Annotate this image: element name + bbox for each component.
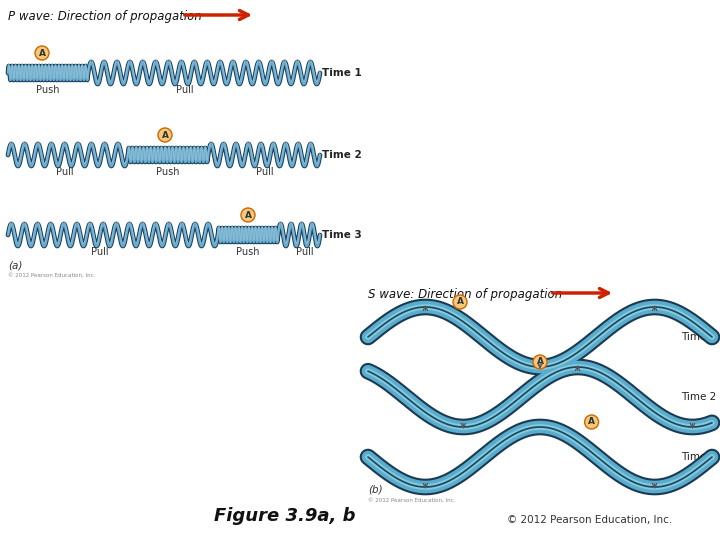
Text: (b): (b)	[368, 485, 382, 495]
Circle shape	[585, 415, 598, 429]
Text: © 2012 Pearson Education, Inc.: © 2012 Pearson Education, Inc.	[8, 273, 95, 278]
Text: (a): (a)	[8, 260, 22, 270]
Text: Time 3: Time 3	[680, 452, 716, 462]
Text: A: A	[536, 357, 544, 367]
Text: Push: Push	[236, 247, 260, 257]
Text: P wave: Direction of propagation: P wave: Direction of propagation	[8, 10, 202, 23]
Text: Push: Push	[156, 167, 180, 177]
Text: Time 3: Time 3	[322, 230, 361, 240]
Circle shape	[453, 295, 467, 309]
Text: Time 2: Time 2	[322, 150, 361, 160]
Text: A: A	[245, 211, 251, 219]
Text: A: A	[161, 131, 168, 139]
Text: Pull: Pull	[176, 85, 194, 95]
Circle shape	[158, 128, 172, 142]
Text: A: A	[456, 298, 464, 307]
Text: Time 1: Time 1	[680, 332, 716, 342]
Text: A: A	[38, 49, 45, 57]
Circle shape	[35, 46, 49, 60]
Text: Pull: Pull	[91, 247, 109, 257]
Text: Pull: Pull	[256, 167, 274, 177]
Text: A: A	[588, 417, 595, 427]
Circle shape	[533, 355, 547, 369]
Circle shape	[241, 208, 255, 222]
Text: Push: Push	[36, 85, 60, 95]
Text: Pull: Pull	[56, 167, 74, 177]
Text: Figure 3.9a, b: Figure 3.9a, b	[215, 507, 356, 525]
Text: S wave: Direction of propagation: S wave: Direction of propagation	[368, 288, 562, 301]
Text: © 2012 Pearson Education, Inc.: © 2012 Pearson Education, Inc.	[508, 515, 672, 525]
Text: Time 1: Time 1	[322, 68, 361, 78]
Text: Pull: Pull	[296, 247, 314, 257]
Text: © 2012 Pearson Education, Inc.: © 2012 Pearson Education, Inc.	[368, 498, 455, 503]
Text: Time 2: Time 2	[680, 392, 716, 402]
